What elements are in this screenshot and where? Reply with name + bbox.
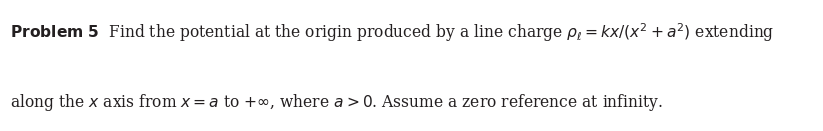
Text: along the $x$ axis from $x = a$ to $+\infty$, where $a > 0$. Assume a zero refer: along the $x$ axis from $x = a$ to $+\in… <box>10 92 663 113</box>
Text: $\mathbf{Problem\ 5}$  Find the potential at the origin produced by a line charg: $\mathbf{Problem\ 5}$ Find the potential… <box>10 21 774 44</box>
